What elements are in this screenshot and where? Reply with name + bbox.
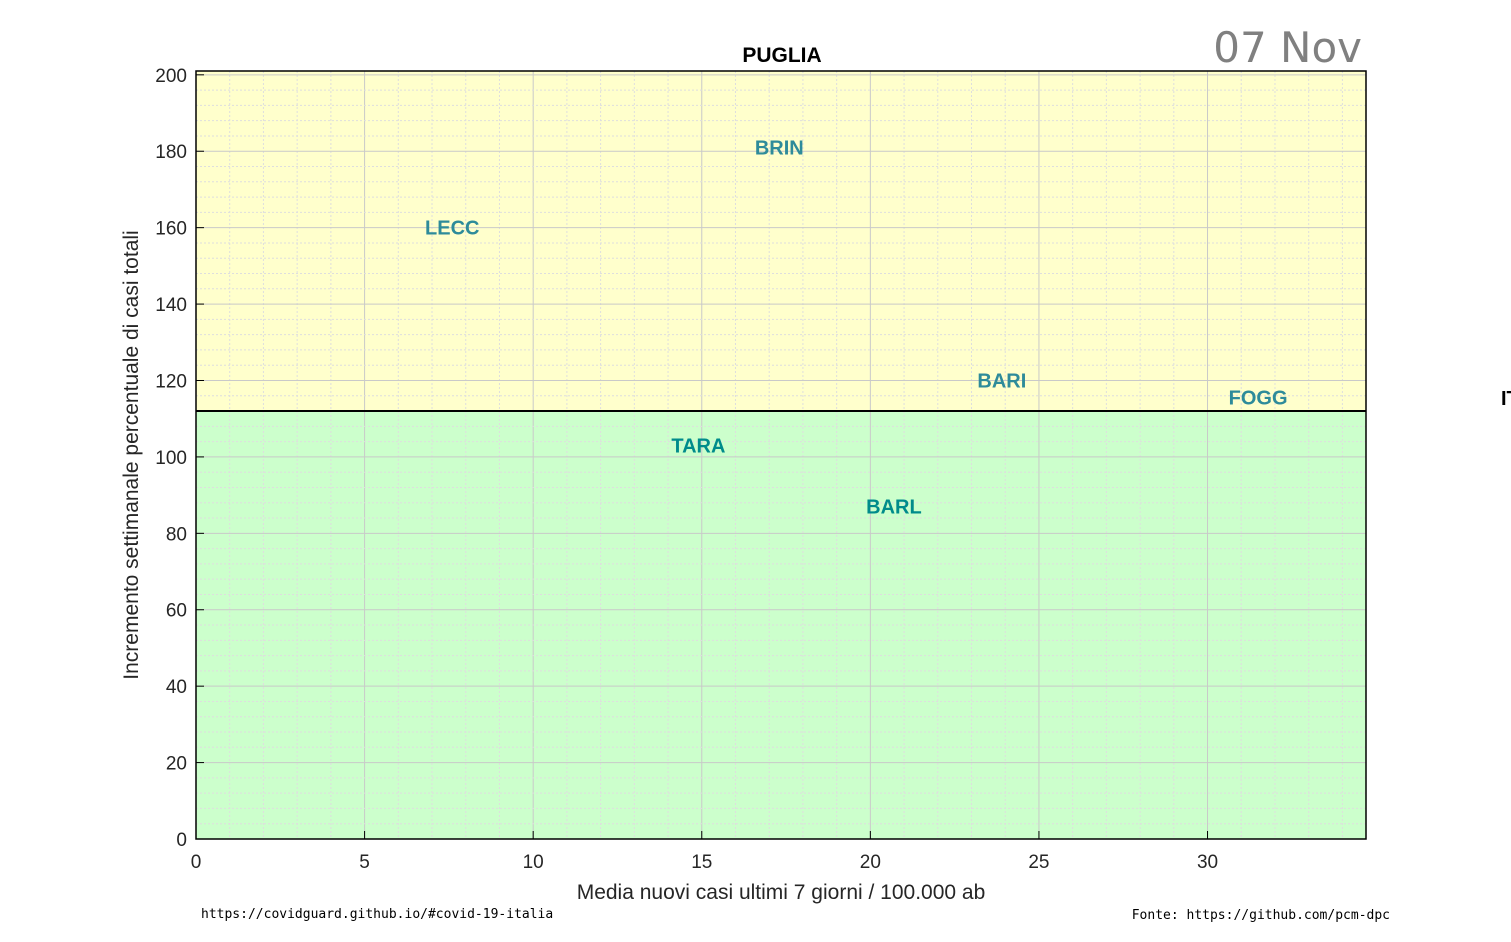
x-tick-label: 15 bbox=[691, 852, 712, 873]
x-tick-label: 10 bbox=[523, 852, 544, 873]
y-tick-label: 60 bbox=[166, 601, 187, 622]
x-tick-label: 5 bbox=[359, 852, 370, 873]
x-tick-label: 30 bbox=[1197, 852, 1218, 873]
y-tick-label: 120 bbox=[155, 371, 187, 392]
point-label-barl: BARL bbox=[866, 497, 922, 519]
plot-frame bbox=[195, 70, 1367, 840]
date-label: 07 Nov bbox=[1213, 23, 1362, 72]
x-tick-label: 25 bbox=[1028, 852, 1049, 873]
point-label-brin: BRIN bbox=[755, 137, 804, 159]
y-axis-title: Incremento settimanale percentuale di ca… bbox=[120, 230, 143, 679]
x-tick-label: 0 bbox=[191, 852, 202, 873]
x-axis-title: Media nuovi casi ultimi 7 giorni / 100.0… bbox=[577, 881, 986, 904]
y-tick-label: 200 bbox=[155, 66, 187, 87]
footer-source-url: https://covidguard.github.io/#covid-19-i… bbox=[201, 907, 553, 922]
y-tick-label: 40 bbox=[166, 677, 187, 698]
y-tick-label: 0 bbox=[176, 830, 187, 851]
point-label-fogg: FOGG bbox=[1229, 388, 1288, 410]
y-tick-label: 80 bbox=[166, 524, 187, 545]
y-tick-label: 140 bbox=[155, 295, 187, 316]
footer-data-source: Fonte: https://github.com/pcm-dpc bbox=[1132, 908, 1390, 923]
zone-above bbox=[196, 71, 1366, 412]
point-label-tara: TARA bbox=[671, 435, 725, 457]
chart-title: PUGLIA bbox=[742, 44, 821, 67]
background-zones bbox=[196, 71, 1366, 839]
y-tick-label: 160 bbox=[155, 219, 187, 240]
axis-ticks: 0 5 10 15 20 25 30 0 20 40 60 80 100 120 140 160 180 200 bbox=[155, 66, 1218, 873]
x-tick-label: 20 bbox=[860, 852, 881, 873]
side-label: IT bbox=[1501, 388, 1511, 410]
y-tick-label: 20 bbox=[166, 754, 187, 775]
point-label-lecc: LECC bbox=[425, 218, 479, 240]
y-tick-label: 100 bbox=[155, 448, 187, 469]
data-points: BRIN LECC BARI FOGG TARA BARL bbox=[425, 137, 1288, 518]
y-tick-label: 180 bbox=[155, 142, 187, 163]
point-label-bari: BARI bbox=[977, 370, 1026, 392]
